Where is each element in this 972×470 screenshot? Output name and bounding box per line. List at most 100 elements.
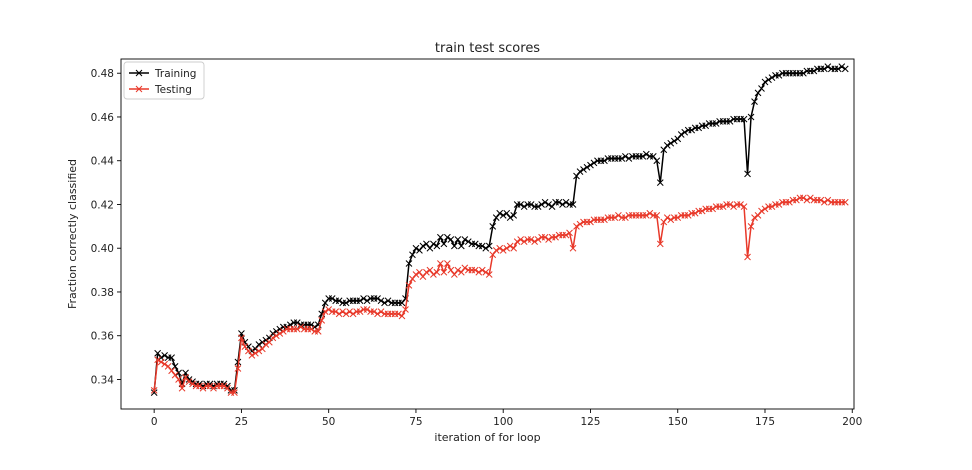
data-point (259, 338, 266, 346)
data-point (430, 271, 437, 278)
data-point (660, 218, 668, 226)
data-point (587, 218, 594, 226)
data-point (349, 310, 357, 318)
data-point (269, 334, 277, 342)
data-point (332, 308, 340, 316)
data-point (670, 137, 678, 145)
data-point (252, 349, 259, 357)
data-point (220, 382, 228, 390)
x-tick-label: 200 (842, 416, 862, 428)
data-point (684, 212, 692, 219)
data-point (751, 98, 758, 106)
data-point (754, 212, 762, 219)
data-point (447, 266, 455, 274)
data-point (454, 236, 462, 243)
data-point (712, 120, 720, 127)
data-point (667, 139, 675, 147)
data-point (482, 268, 490, 276)
data-point (489, 251, 497, 259)
data-point (726, 117, 734, 125)
data-point (820, 198, 828, 206)
data-point (168, 354, 175, 361)
legend: Training Testing (123, 61, 205, 100)
data-point (262, 341, 270, 348)
series-training (150, 63, 849, 396)
data-point (189, 380, 196, 388)
data-point (758, 85, 765, 92)
data-point (234, 365, 242, 372)
data-point (506, 242, 514, 250)
legend-marker (135, 69, 143, 77)
data-point (566, 229, 573, 237)
data-point (430, 240, 437, 248)
data-point (569, 201, 577, 208)
data-point (461, 264, 469, 272)
data-point (409, 251, 416, 259)
data-point (454, 266, 462, 274)
data-point (363, 306, 371, 313)
data-point (775, 201, 783, 208)
data-point (747, 113, 755, 121)
data-point (545, 201, 552, 208)
data-point (499, 212, 507, 219)
data-point (363, 297, 371, 305)
data-point (786, 198, 793, 206)
data-point (255, 341, 263, 348)
data-point (559, 201, 566, 208)
data-point (555, 198, 563, 206)
data-point (265, 338, 273, 346)
data-point (545, 236, 552, 243)
x-tick-label: 75 (409, 416, 422, 428)
data-point (548, 203, 556, 211)
data-point (433, 242, 441, 250)
data-point (768, 203, 776, 211)
data-point (412, 244, 420, 252)
data-point (740, 203, 748, 211)
data-point (810, 67, 818, 75)
data-point (517, 201, 525, 208)
data-point (377, 308, 385, 316)
data-point (210, 384, 217, 392)
data-point (248, 352, 256, 359)
data-point (489, 222, 497, 230)
data-point (639, 152, 647, 160)
data-point (768, 74, 776, 81)
data-point (464, 238, 472, 246)
data-point (360, 295, 367, 302)
data-point (499, 247, 507, 254)
data-point (674, 214, 682, 221)
data-point (374, 295, 381, 302)
data-point (321, 308, 329, 316)
data-point (538, 201, 545, 208)
data-point (450, 271, 458, 278)
x-tick-label: 150 (668, 416, 688, 428)
data-point (259, 345, 266, 353)
data-point (356, 297, 364, 305)
data-point (656, 179, 664, 186)
data-point (185, 378, 193, 386)
data-point (695, 124, 703, 132)
data-point (461, 236, 469, 243)
data-point (161, 352, 168, 359)
y-tick-label: 0.34 (91, 374, 115, 386)
data-point (440, 268, 448, 276)
data-point (534, 236, 542, 243)
data-point (660, 146, 668, 154)
data-point (820, 65, 828, 73)
data-point (199, 384, 207, 392)
data-point (754, 89, 762, 97)
data-point (416, 247, 423, 254)
series-testing (150, 194, 849, 396)
data-point (335, 310, 343, 318)
data-point (409, 275, 416, 283)
data-point (681, 128, 689, 136)
data-point (841, 198, 849, 206)
y-tick-label: 0.38 (91, 287, 114, 299)
data-point (552, 233, 559, 241)
data-point (447, 236, 455, 243)
data-point (276, 330, 284, 337)
data-point (478, 242, 486, 250)
data-point (314, 327, 322, 335)
data-point (440, 240, 448, 248)
data-point (663, 142, 671, 149)
